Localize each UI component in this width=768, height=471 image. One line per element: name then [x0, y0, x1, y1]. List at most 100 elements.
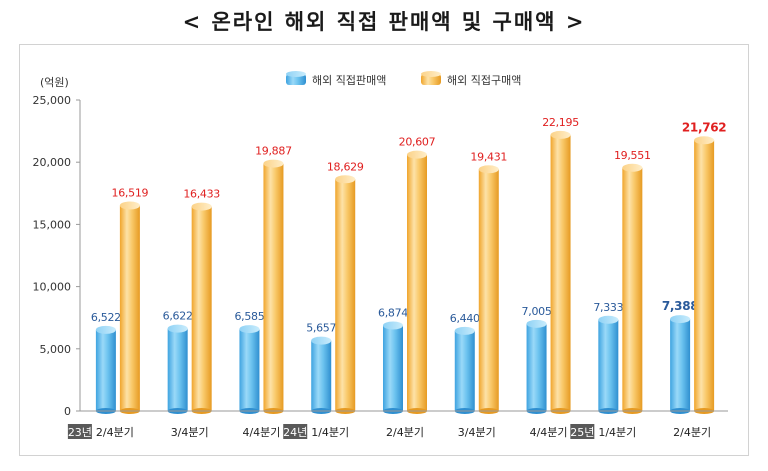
- bar-body: [526, 323, 547, 411]
- bar-body: [694, 140, 715, 412]
- bar-purchases: [191, 202, 212, 414]
- bar-body: [407, 154, 427, 411]
- data-label-sales: 6,585: [234, 310, 264, 323]
- bar-cap: [335, 175, 356, 184]
- bar-cap: [454, 326, 475, 335]
- bar-body: [239, 329, 260, 411]
- legend-label-purchases: 해외 직접구매액: [447, 73, 521, 87]
- bars: 6,522 16,519 6,622 16,433 6,585 19,887 5,657 18…: [91, 116, 727, 414]
- data-label-sales: 6,440: [450, 312, 480, 325]
- legend-item-purchases: 해외 직접구매액: [421, 71, 521, 87]
- x-tick-label: 1/4분기: [598, 426, 636, 439]
- year-badge: 24년: [283, 424, 307, 439]
- y-tick-label: 25,000: [33, 94, 72, 107]
- data-label-purchases: 19,431: [470, 150, 507, 163]
- bar-purchases: [263, 159, 284, 414]
- bar-body: [191, 206, 212, 411]
- bar-body: [335, 179, 356, 411]
- bar-body: [478, 169, 499, 411]
- bar-cap: [239, 325, 260, 334]
- bar-sales: [670, 315, 691, 414]
- y-axis: 0 5,000 10,000 15,000 20,000 25,000: [33, 94, 81, 418]
- x-tick-label: 1/4분기: [311, 426, 349, 439]
- bar-purchases: [694, 136, 715, 414]
- x-tick-label: 4/4분기: [242, 426, 280, 439]
- bar-cap: [670, 315, 691, 324]
- bar-purchases: [622, 163, 643, 414]
- bar-cap: [407, 150, 427, 159]
- year-badge-label: 23년: [68, 426, 92, 439]
- bar-cap: [167, 324, 188, 333]
- bar-body: [670, 319, 691, 411]
- bar-cap: [622, 163, 643, 172]
- data-label-sales: 6,874: [378, 306, 408, 319]
- bar-cap: [478, 165, 499, 174]
- year-badge: 23년: [68, 424, 92, 439]
- chart-frame: [19, 44, 749, 456]
- y-unit-label: (억원): [40, 76, 69, 89]
- y-tick-label: 10,000: [33, 281, 72, 294]
- x-tick-label: 3/4분기: [171, 426, 209, 439]
- bar-cap: [694, 136, 715, 145]
- data-label-purchases: 18,629: [327, 160, 364, 173]
- bar-purchases: [478, 165, 499, 414]
- data-label-sales: 6,522: [91, 311, 121, 324]
- bar-body: [95, 329, 116, 411]
- bar-sales: [454, 326, 475, 414]
- bar-cap: [119, 201, 140, 210]
- bar-sales: [311, 336, 332, 414]
- bar-sales: [167, 324, 188, 414]
- bar-purchases: [407, 150, 427, 414]
- x-tick-label: 3/4분기: [458, 426, 496, 439]
- bar-body: [622, 167, 643, 411]
- data-label-purchases: 22,195: [542, 116, 579, 129]
- y-tick-label: 0: [64, 405, 71, 418]
- bar-body: [383, 325, 403, 411]
- y-tick-label: 15,000: [33, 218, 72, 231]
- data-label-sales: 7,388: [662, 299, 698, 313]
- x-tick-label: 4/4분기: [530, 426, 568, 439]
- x-tick-label: 2/4분기: [96, 426, 134, 439]
- bar-purchases: [550, 130, 571, 414]
- bar-body: [311, 340, 332, 411]
- bar-purchases: [335, 175, 356, 414]
- data-label-sales: 7,005: [522, 305, 552, 318]
- bar-cap: [95, 325, 116, 334]
- bar-cap: [598, 315, 619, 324]
- bar-cap: [311, 336, 332, 345]
- bar-cap: [383, 321, 403, 330]
- data-label-sales: 6,622: [163, 310, 193, 323]
- data-label-purchases: 19,887: [255, 145, 292, 158]
- data-label-sales: 7,333: [593, 301, 623, 314]
- bar-body: [598, 319, 619, 411]
- y-tick-label: 20,000: [33, 156, 72, 169]
- bar-body: [119, 205, 140, 411]
- year-badge-label: 24년: [283, 426, 307, 439]
- year-badge: 25년: [570, 424, 594, 439]
- bar-sales: [598, 315, 619, 414]
- chart-title: < 온라인 해외 직접 판매액 및 구매액 >: [182, 9, 586, 34]
- bar-body: [550, 134, 571, 411]
- bar-sales: [526, 319, 547, 414]
- year-badge-label: 25년: [570, 426, 594, 439]
- bar-sales: [383, 321, 403, 414]
- x-tick-label: 2/4분기: [673, 426, 711, 439]
- bar-body: [263, 163, 284, 411]
- legend-item-sales: 해외 직접판매액: [286, 71, 386, 87]
- x-axis: 23년 2/4분기 3/4분기 4/4분기 24년 1/4분기 2/4분기 3/4분기 4/4분…: [68, 410, 728, 439]
- bar-body: [454, 330, 475, 411]
- bar-purchases: [119, 201, 140, 414]
- bar-cap: [191, 202, 212, 211]
- x-tick-label: 2/4분기: [386, 426, 424, 439]
- bar-cap: [550, 130, 571, 139]
- legend-label-sales: 해외 직접판매액: [312, 73, 386, 87]
- bar-sales: [95, 325, 116, 414]
- data-label-purchases: 21,762: [682, 120, 727, 134]
- data-label-purchases: 16,519: [112, 187, 149, 200]
- data-label-purchases: 19,551: [614, 149, 651, 162]
- y-tick-label: 5,000: [40, 343, 72, 356]
- data-label-purchases: 20,607: [399, 136, 436, 149]
- bar-body: [167, 328, 188, 411]
- data-label-purchases: 16,433: [183, 188, 220, 201]
